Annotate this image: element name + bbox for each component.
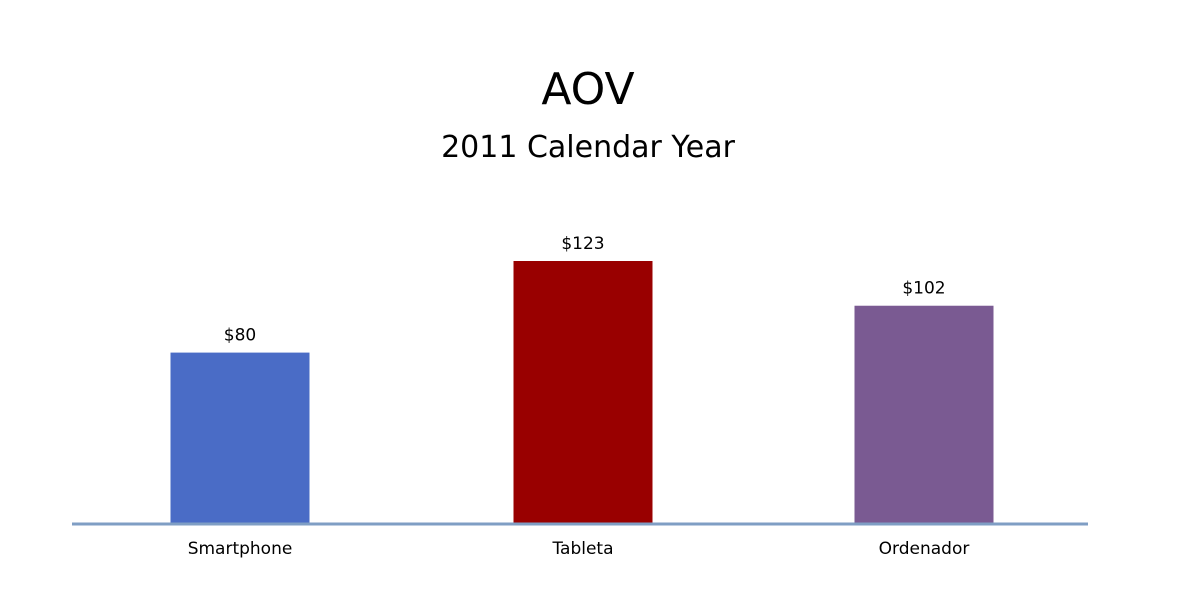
chart-title: AOV	[541, 64, 635, 115]
data-label-tableta: $123	[561, 234, 604, 254]
category-label-tableta: Tableta	[551, 539, 613, 559]
chart-subtitle: 2011 Calendar Year	[441, 130, 735, 165]
category-label-ordenador: Ordenador	[879, 539, 970, 559]
bar-ordenador	[854, 305, 994, 523]
data-label-ordenador: $102	[902, 279, 945, 299]
data-label-smartphone: $80	[224, 326, 256, 346]
bar-smartphone	[170, 352, 310, 523]
bar-tableta	[513, 261, 653, 523]
category-label-smartphone: Smartphone	[188, 539, 293, 559]
